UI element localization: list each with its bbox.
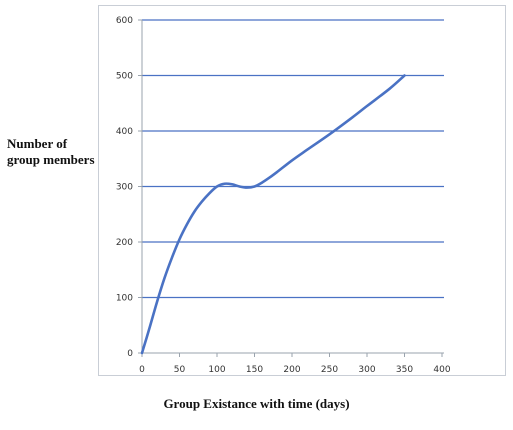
x-tick-label-350: 350 <box>396 365 413 375</box>
y-tick-label-100: 100 <box>116 294 133 304</box>
y-tick-label-300: 300 <box>116 183 133 193</box>
y-tick-label-600: 600 <box>116 16 133 26</box>
x-tick-label-100: 100 <box>208 365 225 375</box>
chart-area: 0 100 200 300 400 500 600 0 50 100 150 200 250 300 350… <box>98 5 506 376</box>
y-tick-label-400: 400 <box>116 127 133 137</box>
line-chart: 0 100 200 300 400 500 600 0 50 100 150 200 250 300 350… <box>116 16 451 375</box>
x-tick-label-0: 0 <box>139 365 145 375</box>
x-tick-label-150: 150 <box>246 365 263 375</box>
y-tick-label-500: 500 <box>116 72 133 82</box>
x-tick-label-200: 200 <box>283 365 300 375</box>
x-tick-label-250: 250 <box>321 365 338 375</box>
y-axis-label-line-1: Number of <box>7 136 68 151</box>
y-tick-label-0: 0 <box>127 349 133 359</box>
y-axis-label-line-2: group members <box>7 152 95 167</box>
x-tick-label-300: 300 <box>358 365 375 375</box>
x-axis-label: Group Existance with time (days) <box>163 396 350 411</box>
series-line-0 <box>140 74 406 355</box>
x-tick-label-50: 50 <box>174 365 186 375</box>
y-tick-label-200: 200 <box>116 238 133 248</box>
x-tick-label-400: 400 <box>433 365 450 375</box>
